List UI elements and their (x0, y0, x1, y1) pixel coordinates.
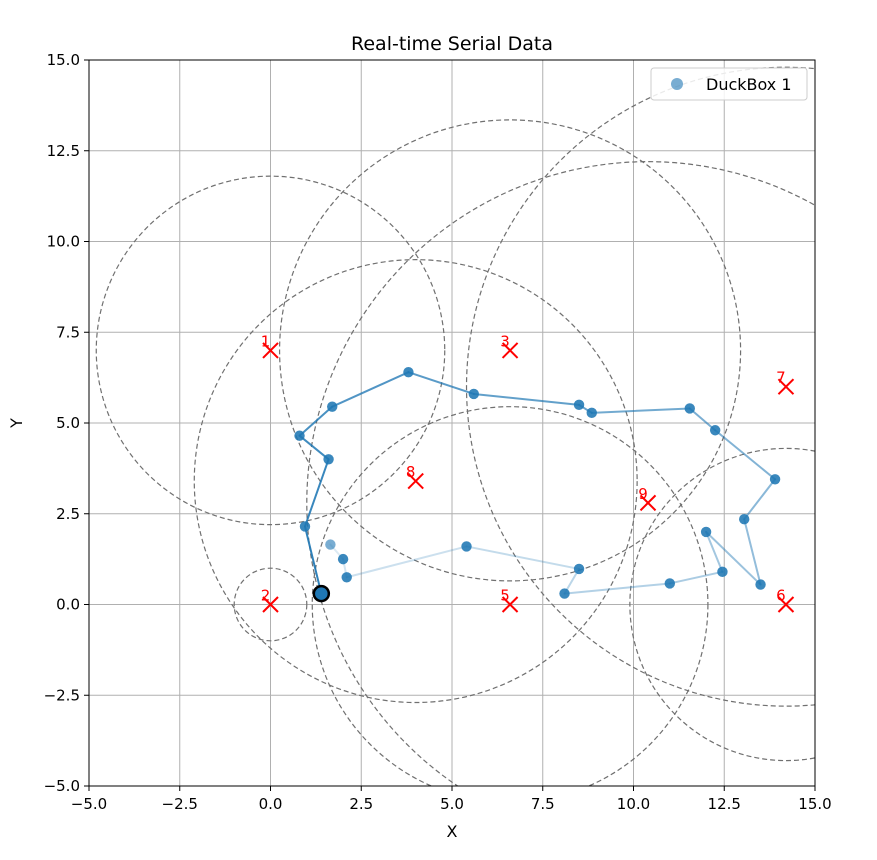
anchor-label: 5 (500, 587, 510, 605)
track-point (573, 399, 585, 411)
y-tick-label: 5.0 (56, 414, 80, 432)
x-tick-label: −5.0 (71, 795, 107, 813)
range-circle (233, 567, 308, 642)
track-point (323, 454, 334, 465)
anchor-label: 9 (638, 485, 648, 503)
anchor-cross-stroke (777, 378, 795, 395)
anchor-label: 2 (261, 587, 271, 605)
anchor-label: 7 (776, 369, 786, 387)
track-segment (303, 525, 323, 595)
anchor-cross-stroke (639, 494, 657, 512)
track-segment (714, 429, 777, 481)
track-segment (298, 405, 334, 437)
track-lines (298, 371, 777, 595)
anchor-label: 8 (406, 463, 416, 481)
track-segment (668, 570, 724, 585)
y-tick-label: 0.0 (56, 596, 80, 614)
anchor-cross-stroke (501, 342, 519, 359)
x-tick-label: 7.5 (531, 795, 555, 813)
track-segment (345, 545, 468, 579)
anchor-markers: 1 2 3 5 6 7 8 9 (261, 332, 795, 613)
y-tick-label: −2.5 (44, 686, 80, 704)
anchor-cross-stroke (407, 472, 424, 490)
track-point (327, 401, 338, 412)
track-segment (705, 530, 724, 573)
range-circles (95, 66, 815, 786)
track-segment (298, 434, 330, 461)
track-point (717, 566, 728, 578)
y-tick-label: 10.0 (47, 233, 80, 251)
track-point (299, 521, 311, 532)
legend-box (650, 67, 808, 101)
track-point (769, 474, 781, 485)
track-segment (743, 518, 762, 586)
y-axis-label: Y (7, 418, 26, 429)
anchor-cross-stroke (777, 596, 795, 613)
track-segment (303, 458, 330, 528)
x-axis-ticks: −5.0 −2.5 0.0 2.5 5.0 7.5 10.0 12.5 15.0 (71, 786, 832, 813)
x-tick-label: 2.5 (349, 795, 373, 813)
x-tick-label: 10.0 (617, 795, 650, 813)
range-circle (311, 406, 709, 786)
anchor-label: 3 (500, 332, 510, 350)
y-tick-label: 2.5 (56, 505, 80, 523)
y-tick-label: 15.0 (47, 51, 80, 69)
range-circle (193, 259, 638, 704)
y-tick-label: 7.5 (56, 323, 80, 341)
chart-title: Real-time Serial Data (351, 33, 553, 55)
track-point (739, 513, 750, 525)
grid (88, 59, 816, 787)
x-tick-label: −2.5 (162, 795, 198, 813)
track-point (325, 539, 336, 550)
y-axis-ticks: −5.0 −2.5 0.0 2.5 5.0 7.5 10.0 12.5 15.0 (44, 51, 89, 795)
anchor-cross-stroke (262, 342, 279, 359)
track-point (461, 541, 472, 552)
anchor-cross-stroke (262, 596, 279, 613)
legend-marker (671, 78, 683, 90)
legend-label: DuckBox 1 (706, 75, 792, 94)
anchor-label: 1 (261, 332, 271, 350)
track-point (337, 553, 349, 565)
track-segment (407, 371, 475, 395)
track-segment (465, 545, 581, 570)
x-axis-label: X (447, 822, 458, 841)
y-tick-label: 12.5 (47, 142, 80, 160)
track-point (700, 526, 712, 538)
track-segment (472, 392, 581, 406)
track-point (684, 403, 695, 414)
range-circle (278, 119, 742, 582)
track-segment (331, 371, 410, 408)
track-point (294, 430, 305, 441)
track-segment (705, 530, 762, 586)
track-point (586, 407, 597, 419)
legend: DuckBox 1 (650, 67, 808, 101)
track-point (709, 425, 721, 436)
track-points (294, 366, 781, 603)
track-point (573, 563, 585, 575)
track-point (755, 579, 766, 590)
track-segment (590, 407, 691, 414)
x-tick-label: 0.0 (259, 795, 283, 813)
track-point (468, 388, 479, 400)
anchor-cross-stroke (501, 596, 519, 613)
x-tick-label: 5.0 (440, 795, 464, 813)
track-segment (688, 407, 717, 432)
anchor-label: 6 (776, 587, 786, 605)
track-point (403, 366, 414, 378)
range-circle (629, 447, 815, 762)
x-tick-label: 12.5 (708, 795, 741, 813)
current-position-marker (312, 584, 331, 603)
range-circle (466, 66, 815, 707)
track-segment (563, 582, 671, 595)
x-tick-label: 15.0 (798, 795, 831, 813)
range-circle (95, 175, 446, 526)
track-point (341, 572, 352, 583)
track-point (559, 588, 570, 599)
track-segment (743, 478, 777, 521)
y-tick-label: −5.0 (44, 777, 80, 795)
track-point (664, 578, 675, 589)
